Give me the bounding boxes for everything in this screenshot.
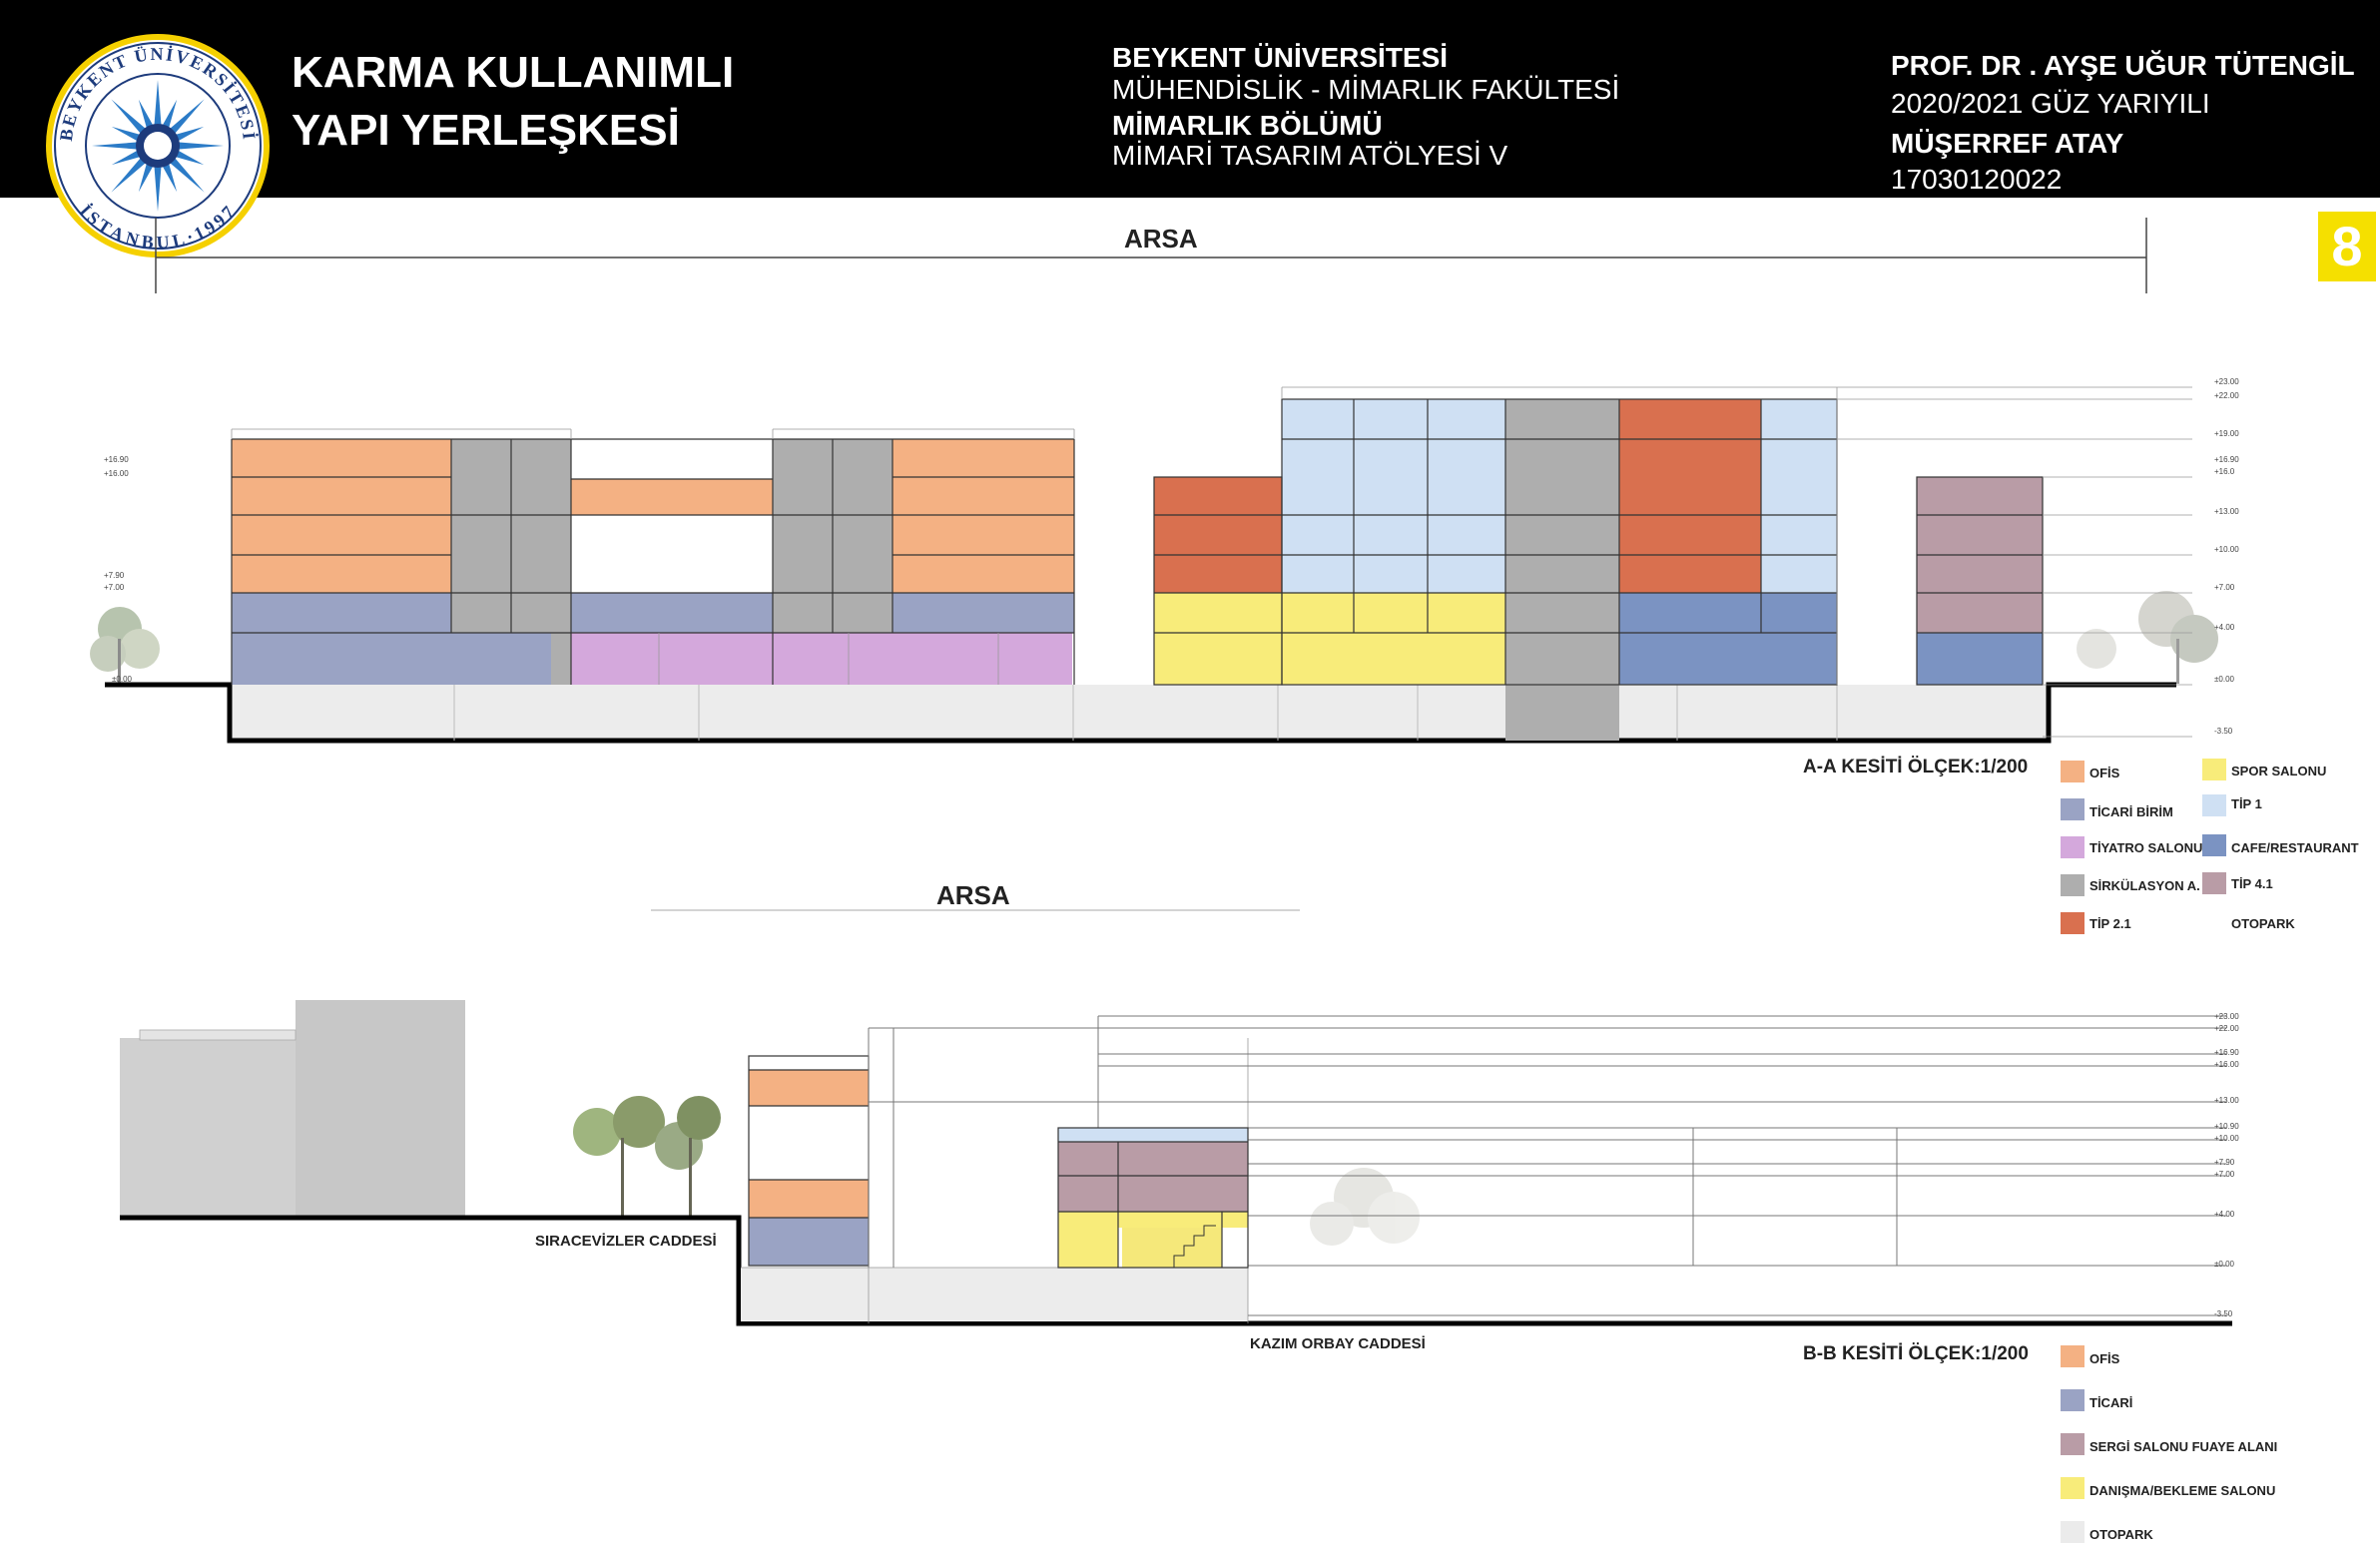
aa-level-right: +16.0	[2214, 467, 2235, 476]
aa-site-label: ARSA	[1124, 224, 1198, 254]
bb-level: +16.90	[2214, 1048, 2239, 1057]
aa-level-right: -3.50	[2214, 727, 2233, 736]
bb-level: +13.00	[2214, 1096, 2239, 1105]
aa-level-left: +16.00	[104, 469, 129, 478]
header-bar: KARMA KULLANIMLI YAPI YERLEŞKESİ BEYKENT…	[0, 0, 2380, 198]
legend-swatch-cafe	[2202, 834, 2226, 856]
sun-ray-icon	[111, 150, 142, 166]
legend-swatch-tiyatro	[2061, 836, 2084, 858]
legend-label: OFİS	[2089, 766, 2120, 780]
department-name: MİMARLIK BÖLÜMÜ	[1112, 110, 1383, 141]
bb-level: ±0.00	[2214, 1260, 2234, 1269]
legend-label: TİP 1	[2231, 796, 2262, 811]
university-logo: BEYKENT ÜNİVERSİTESİ İSTANBUL·1997	[46, 34, 270, 258]
legend-label: TİP 2.1	[2089, 916, 2131, 931]
bb-site-label: ARSA	[936, 880, 1010, 910]
faculty-name: MÜHENDİSLİK - MİMARLIK FAKÜLTESİ	[1112, 74, 1620, 105]
aa-level-right: ±0.00	[2214, 675, 2234, 684]
aa-level-right: +22.00	[2214, 391, 2239, 400]
legend-swatch-otopark	[2061, 1521, 2084, 1543]
sun-ray-icon	[138, 162, 154, 193]
aa-level-left: +7.00	[104, 583, 125, 592]
bb-street-left: SIRACEVİZLER CADDESİ	[535, 1233, 717, 1250]
bb-section-title: B-B KESİTİ ÖLÇEK:1/200	[1803, 1343, 2029, 1364]
bb-level: +23.00	[2214, 1012, 2239, 1021]
instructor-name: PROF. DR . AYŞE UĞUR TÜTENGİL	[1891, 50, 2355, 81]
aa-section-title: A-A KESİTİ ÖLÇEK:1/200	[1803, 757, 2029, 777]
legend-label: TİP 4.1	[2231, 876, 2273, 891]
course-name: MİMARİ TASARIM ATÖLYESİ V	[1112, 140, 1508, 171]
sun-ray-icon	[154, 165, 162, 212]
sun-ray-icon	[138, 99, 154, 130]
legend-label: SPOR SALONU	[2231, 764, 2327, 778]
legend-swatch-spor	[2202, 759, 2226, 780]
legend-label: DANIŞMA/BEKLEME SALONU	[2089, 1483, 2276, 1498]
legend-swatch-sirkulasyon	[2061, 874, 2084, 896]
project-title-line2: YAPI YERLEŞKESİ	[292, 106, 680, 155]
legend-swatch-danisma	[2061, 1477, 2084, 1499]
page-number-badge: 8	[2318, 212, 2376, 281]
bb-level: +22.00	[2214, 1024, 2239, 1033]
legend-swatch-tip21	[2061, 912, 2084, 934]
section-bb-drawing	[120, 909, 2232, 1326]
bb-street-bottom: KAZIM ORBAY CADDESİ	[1250, 1335, 1426, 1352]
university-name: BEYKENT ÜNİVERSİTESİ	[1112, 42, 1449, 73]
aa-level-right: +7.00	[2214, 583, 2235, 592]
sun-ray-icon	[174, 126, 205, 142]
sun-ray-icon	[174, 150, 205, 166]
semester: 2020/2021 GÜZ YARIYILI	[1891, 88, 2210, 119]
sun-ray-icon	[111, 126, 142, 142]
legend-label: TİCARİ	[2089, 1395, 2133, 1410]
sun-ray-icon	[177, 142, 224, 150]
legend-swatch-tip41	[2202, 872, 2226, 894]
legend-swatch-sergi	[2061, 1433, 2084, 1455]
legend-label: TİYATRO SALONU	[2089, 840, 2203, 855]
legend-swatch-ticari-birim	[2061, 798, 2084, 820]
section-aa-drawing	[90, 218, 2218, 744]
aa-level-right: +23.00	[2214, 377, 2239, 386]
student-number: 17030120022	[1891, 164, 2063, 195]
aa-level-left: ±0.00	[112, 675, 132, 684]
bb-level: +10.90	[2214, 1122, 2239, 1131]
sun-ray-icon	[169, 157, 205, 193]
sun-ray-icon	[162, 162, 178, 193]
legend-label: TİCARİ BİRİM	[2089, 804, 2173, 819]
aa-level-right: +19.00	[2214, 429, 2239, 438]
aa-level-left: +16.90	[104, 455, 129, 464]
sun-ray-icon	[92, 142, 139, 150]
bb-level: +4.00	[2214, 1210, 2235, 1219]
legend-label: SİRKÜLASYON A.	[2089, 878, 2200, 893]
sun-ray-icon	[154, 80, 162, 127]
legend-label: SERGİ SALONU FUAYE ALANI	[2089, 1439, 2278, 1454]
aa-level-left: +7.90	[104, 571, 125, 580]
aa-level-right: +13.00	[2214, 507, 2239, 516]
aa-level-right: +4.00	[2214, 623, 2235, 632]
sun-ray-icon	[111, 99, 147, 135]
student-name: MÜŞERREF ATAY	[1891, 128, 2124, 159]
legend-swatch-tip1	[2202, 794, 2226, 816]
project-title-line1: KARMA KULLANIMLI	[292, 48, 735, 97]
bb-level: -3.50	[2214, 1309, 2233, 1318]
sun-ray-icon	[169, 99, 205, 135]
aa-level-right: +10.00	[2214, 545, 2239, 554]
bb-level: +16.00	[2214, 1060, 2239, 1069]
legend-label: OTOPARK	[2089, 1527, 2153, 1542]
legend-swatch-ofis	[2061, 761, 2084, 782]
bb-level: +7.90	[2214, 1158, 2235, 1167]
legend-swatch-ofis	[2061, 1345, 2084, 1367]
sun-ray-icon	[162, 99, 178, 130]
bb-level: +7.00	[2214, 1170, 2235, 1179]
legend-swatch-ticari	[2061, 1389, 2084, 1411]
bb-level: +10.00	[2214, 1134, 2239, 1143]
aa-level-right: +16.90	[2214, 455, 2239, 464]
legend-label: OTOPARK	[2231, 916, 2295, 931]
legend-label: OFİS	[2089, 1351, 2120, 1366]
legend-label: CAFE/RESTAURANT	[2231, 840, 2359, 855]
sun-ray-icon	[111, 157, 147, 193]
